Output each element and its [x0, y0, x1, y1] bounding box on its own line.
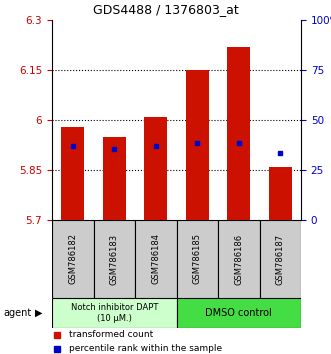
Bar: [186, 70, 209, 220]
Bar: [176, 298, 301, 328]
Text: DMSO control: DMSO control: [205, 308, 272, 318]
Text: GSM786186: GSM786186: [234, 233, 243, 285]
Bar: [144, 117, 167, 220]
Text: GSM786183: GSM786183: [110, 233, 119, 285]
Text: GSM786184: GSM786184: [151, 234, 160, 285]
Bar: [103, 137, 126, 220]
Bar: [61, 127, 84, 220]
Text: transformed count: transformed count: [70, 330, 154, 339]
Text: percentile rank within the sample: percentile rank within the sample: [70, 344, 222, 353]
Text: GSM786187: GSM786187: [276, 233, 285, 285]
Bar: [218, 220, 260, 298]
Bar: [176, 220, 218, 298]
Bar: [260, 220, 301, 298]
Bar: [52, 220, 93, 298]
Text: Notch inhibitor DAPT
(10 μM.): Notch inhibitor DAPT (10 μM.): [71, 303, 158, 323]
Text: GSM786185: GSM786185: [193, 234, 202, 285]
Text: GDS4488 / 1376803_at: GDS4488 / 1376803_at: [93, 4, 238, 16]
Bar: [269, 167, 292, 220]
Text: GSM786182: GSM786182: [68, 234, 77, 285]
Bar: [93, 220, 135, 298]
Text: ▶: ▶: [35, 308, 42, 318]
Bar: [52, 298, 176, 328]
Text: agent: agent: [3, 308, 31, 318]
Bar: [227, 47, 250, 220]
Bar: [135, 220, 176, 298]
